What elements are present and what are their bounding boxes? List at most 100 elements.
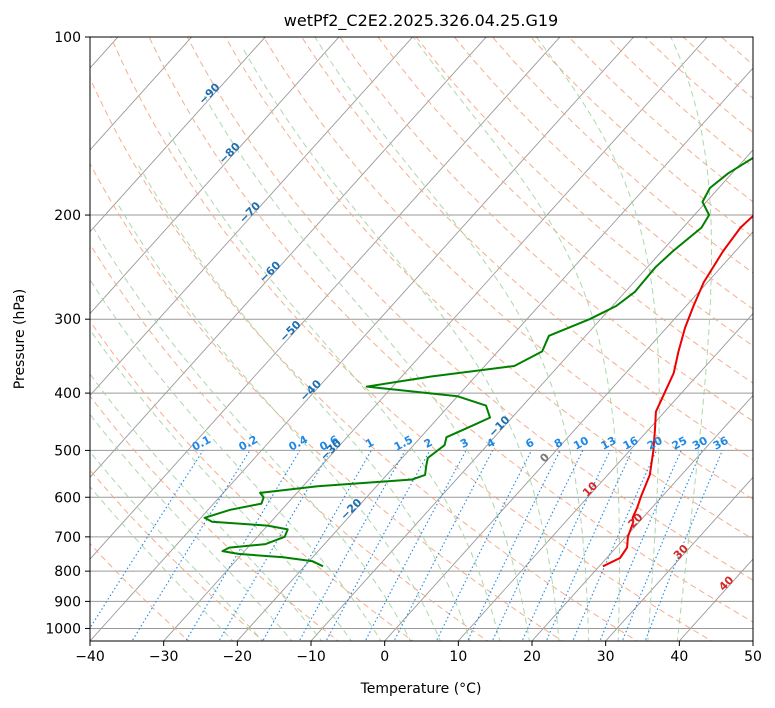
y-tick-label: 300 [54, 312, 81, 328]
x-tick-label: 50 [744, 649, 762, 665]
mixing-ratio-line [393, 450, 494, 641]
dry-adiabat-line [263, 37, 753, 500]
y-axis-title: Pressure (hPa) [12, 289, 28, 389]
dry-adiabat-line [530, 37, 753, 238]
mixing-ratio-line [491, 450, 584, 641]
dry-adiabat-line [301, 37, 753, 461]
mixing-ratio-label: 6 [523, 436, 536, 451]
isotherm-line [90, 37, 561, 560]
isotherm-line [457, 312, 753, 641]
moist-adiabat-line [243, 49, 560, 641]
mixing-ratio-line [131, 450, 251, 641]
dry-adiabat-line [377, 37, 753, 384]
moist-adiabat-line [314, 37, 590, 641]
mixing-ratio-line [298, 450, 406, 641]
dry-adiabat-line [644, 37, 753, 134]
moist-adiabat-line [536, 37, 660, 641]
mixing-ratio-line [218, 450, 332, 641]
x-tick-label: 40 [670, 649, 688, 665]
mixing-ratio-label: 16 [621, 434, 641, 453]
isotherm-line [605, 476, 753, 641]
dry-adiabat-line [90, 162, 564, 641]
mixing-ratio-line [435, 450, 532, 641]
mixing-ratio-label: 2 [422, 436, 435, 451]
dry-adiabat-line [453, 37, 753, 310]
dry-adiabat-line [110, 37, 713, 641]
isotherm-line [90, 37, 487, 478]
dry-adiabat-line [492, 37, 753, 274]
isotherm-line [90, 37, 340, 315]
isotherm-label: 10 [580, 479, 600, 499]
dry-adiabat-line [90, 395, 340, 641]
mixing-ratio-line [545, 450, 633, 641]
mixing-ratio-line [572, 450, 657, 641]
isotherm-line [90, 37, 266, 233]
dry-adiabat-line [224, 37, 753, 540]
dewpoint-profile-line [203, 156, 753, 568]
isotherm-line [236, 67, 753, 641]
x-tick-label: 0 [380, 649, 389, 665]
dry-adiabat-line [148, 37, 753, 623]
mixing-ratio-line [644, 450, 723, 641]
y-tick-label: 600 [54, 490, 81, 506]
y-tick-label: 500 [54, 443, 81, 459]
isotherm-line [752, 640, 753, 641]
moist-adiabat-line [90, 413, 293, 641]
mixing-ratio-label: 10 [571, 434, 591, 453]
mixing-ratio-line [325, 450, 431, 641]
y-tick-label: 700 [54, 530, 81, 546]
mixing-ratio-label: 25 [670, 434, 690, 453]
isotherm-line [90, 37, 635, 641]
isotherm-line [384, 231, 753, 641]
mixing-ratio-line [466, 450, 561, 641]
temperature-profile-line [602, 214, 753, 568]
dry-adiabat-line [90, 320, 414, 641]
moist-adiabat-line [202, 94, 530, 641]
isotherm-label: 30 [671, 542, 691, 562]
moist-adiabat-line [90, 373, 323, 641]
dry-adiabat-line [90, 243, 489, 641]
plot-frame [89, 36, 754, 642]
mixing-ratio-label: 13 [599, 434, 619, 453]
moist-adiabat-line [90, 450, 264, 641]
isotherm-line [0, 24, 56, 644]
mixing-ratio-line [364, 450, 467, 641]
isotherm-label: 20 [626, 510, 646, 530]
x-tick-label: −10 [296, 649, 326, 665]
mixing-ratio-line [621, 450, 703, 641]
x-axis-title: Temperature (°C) [360, 681, 482, 697]
isotherm-label: −20 [338, 496, 365, 523]
x-tick-label: −40 [75, 649, 105, 665]
moist-adiabat-line [90, 485, 234, 641]
isotherm-label: −90 [196, 80, 223, 107]
dry-adiabat-line [90, 469, 265, 641]
isotherm-label: −40 [297, 377, 324, 404]
dry-adiabat-line [606, 37, 753, 168]
isotherm-line [90, 37, 414, 397]
isotherm-line [310, 149, 753, 641]
moist-adiabat-line [116, 201, 441, 641]
moist-adiabat-line [90, 328, 352, 641]
isotherm-label: −70 [237, 199, 264, 226]
y-tick-label: 200 [54, 208, 81, 224]
isotherm-line [90, 37, 193, 151]
mixing-ratio-line [90, 450, 204, 630]
x-tick-label: 10 [449, 649, 467, 665]
isotherm-label: −80 [216, 140, 243, 167]
mixing-ratio-line [262, 450, 372, 641]
y-tick-label: 800 [54, 564, 81, 580]
y-tick-label: 400 [54, 386, 81, 402]
mixing-ratio-label: 20 [645, 434, 665, 453]
x-tick-label: −30 [149, 649, 179, 665]
chart-title: wetPf2_C2E2.2025.326.04.25.G19 [284, 11, 558, 31]
moist-adiabat-line [90, 278, 382, 641]
isotherm-label: −50 [277, 318, 304, 345]
dry-adiabat-line [90, 76, 638, 641]
x-tick-label: 20 [523, 649, 541, 665]
moist-adiabat-line [412, 37, 620, 641]
mixing-ratio-line [599, 450, 682, 641]
isotherm-label: −60 [257, 258, 284, 285]
isotherm-label: 40 [716, 573, 736, 593]
mixing-ratio-label: 3 [458, 436, 471, 451]
